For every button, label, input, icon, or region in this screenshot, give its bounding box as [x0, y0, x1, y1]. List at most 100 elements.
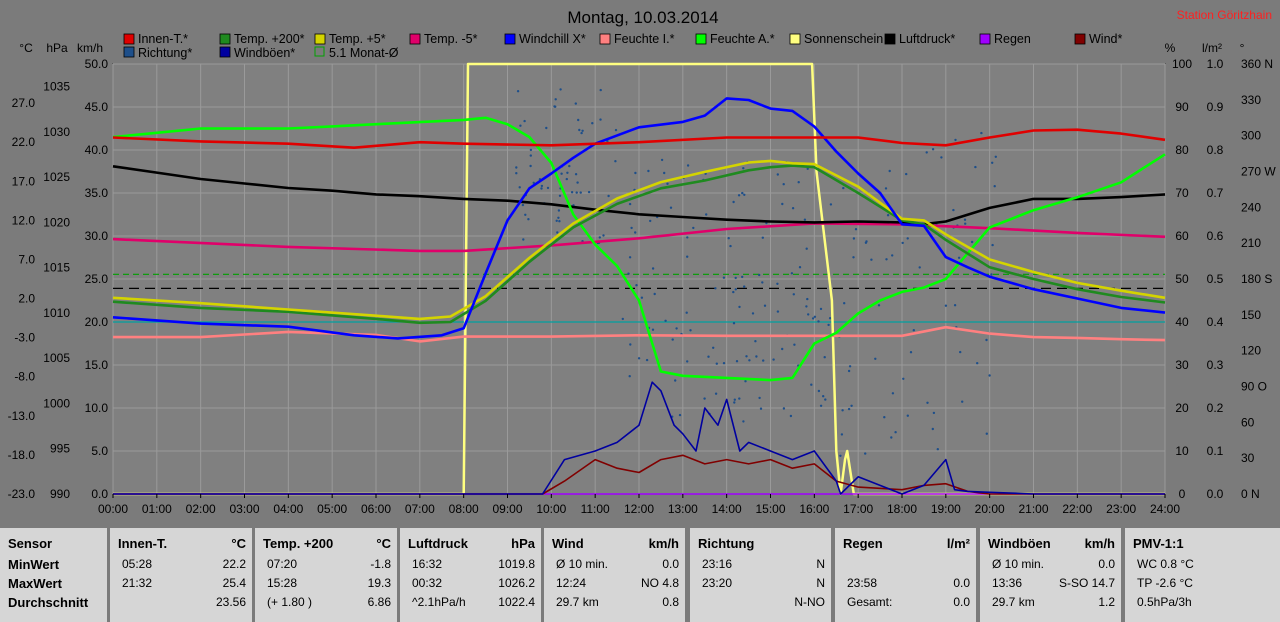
- direction-point: [991, 161, 994, 164]
- axis-unit-right: °: [1240, 41, 1245, 55]
- direction-point: [628, 202, 632, 206]
- legend-label: Windchill X*: [519, 32, 586, 46]
- direction-point: [599, 88, 602, 92]
- y-tick-label-rain: 0.8: [1207, 143, 1224, 157]
- cell-value: 22.2: [222, 557, 246, 571]
- direction-point: [789, 414, 793, 418]
- direction-point: [805, 305, 808, 308]
- direction-point: [901, 241, 904, 245]
- cell-value: 0.8: [662, 595, 679, 609]
- y-tick-label-dir: 60: [1241, 415, 1255, 429]
- direction-point: [555, 219, 558, 222]
- direction-point: [817, 320, 820, 323]
- cell-label: 13:36: [992, 576, 1023, 590]
- x-tick-label: 14:00: [712, 502, 742, 516]
- y-tick-label-pressure: 1000: [43, 396, 70, 410]
- stats-table: Sensor MinWert MaxWert Durchschnitt Innen-T.…: [0, 528, 1280, 622]
- cell-label: TP -2.6 °C: [1137, 576, 1193, 590]
- column-unit: km/h: [648, 536, 679, 551]
- stats-row: [698, 614, 825, 622]
- direction-point: [976, 362, 979, 365]
- direction-point: [628, 256, 632, 259]
- y-tick-label-pct: 80: [1175, 143, 1189, 157]
- stats-row: TP -2.6 °C: [1133, 576, 1274, 595]
- legend-swatch: [884, 33, 896, 45]
- direction-point: [819, 404, 823, 407]
- direction-point: [811, 317, 815, 320]
- legend-swatch: [314, 46, 325, 57]
- stats-row: Durchschnitt: [8, 595, 101, 614]
- cell-value: N: [816, 557, 825, 571]
- direction-point: [686, 255, 689, 258]
- direction-point: [714, 287, 717, 290]
- y-tick-label-wind: 15.0: [85, 358, 109, 372]
- cell-value: 6.86: [367, 595, 391, 609]
- x-tick-label: 19:00: [931, 502, 961, 516]
- y-tick-label-dir: 120: [1241, 344, 1261, 358]
- x-tick-label: 22:00: [1062, 502, 1092, 516]
- direction-point: [663, 171, 666, 175]
- direction-point: [598, 236, 601, 239]
- direction-point: [776, 282, 779, 285]
- column-title: Regen: [843, 536, 883, 551]
- direction-point: [674, 379, 677, 382]
- cell-value: 1.2: [1098, 595, 1115, 609]
- direction-point: [854, 228, 858, 231]
- cell-value: 19.3: [367, 576, 391, 590]
- y-tick-label-wind: 0.0: [91, 487, 108, 501]
- stats-row: WC 0.8 °C: [1133, 557, 1274, 576]
- x-tick-label: 05:00: [317, 502, 347, 516]
- y-tick-label-rain: 0.9: [1207, 100, 1224, 114]
- legend-label: Feuchte A.*: [710, 32, 775, 46]
- column-title: Luftdruck: [408, 536, 468, 551]
- cell-mid: NO 4.8: [640, 576, 679, 590]
- direction-point: [762, 359, 765, 362]
- direction-point: [877, 304, 881, 307]
- column-title: PMV-1:1: [1133, 536, 1184, 551]
- direction-point: [722, 276, 726, 279]
- x-tick-label: 20:00: [975, 502, 1005, 516]
- direction-point: [852, 237, 856, 240]
- direction-point: [963, 218, 967, 221]
- direction-point: [714, 392, 718, 395]
- cell-value: 23.56: [215, 595, 246, 609]
- y-tick-label-pressure: 1025: [43, 170, 70, 184]
- direction-point: [883, 416, 886, 419]
- direction-point: [591, 122, 594, 125]
- direction-point: [847, 369, 851, 373]
- series-line: [112, 159, 1166, 321]
- direction-point: [932, 411, 936, 415]
- y-tick-label-wind: 50.0: [85, 57, 109, 71]
- direction-point: [791, 207, 795, 210]
- y-tick-label-dir: 150: [1241, 308, 1261, 322]
- direction-point: [732, 290, 735, 294]
- cell-label: 05:28: [122, 557, 153, 571]
- direction-point: [841, 409, 844, 412]
- cell-label: 12:24: [556, 576, 587, 590]
- direction-point: [614, 160, 617, 163]
- legend-label: Richtung*: [138, 46, 192, 60]
- direction-point: [742, 167, 745, 170]
- direction-point: [705, 213, 708, 216]
- cell-value: 25.4: [222, 576, 246, 590]
- legend-label: Windböen*: [234, 46, 295, 60]
- direction-point: [733, 401, 736, 404]
- y-tick-label-pct: 20: [1175, 401, 1189, 415]
- stats-row: Gesamt: 0.0: [843, 595, 970, 614]
- direction-point: [577, 118, 580, 122]
- y-tick-label-pct: 90: [1175, 100, 1189, 114]
- x-tick-label: 07:00: [405, 502, 435, 516]
- direction-point: [991, 243, 994, 247]
- x-tick-label: 08:00: [449, 502, 479, 516]
- series-line: [112, 222, 1166, 253]
- cell-value: 0.0: [662, 557, 679, 571]
- direction-point: [738, 397, 741, 400]
- direction-point: [891, 254, 894, 257]
- direction-point: [793, 343, 796, 346]
- direction-point: [653, 292, 656, 296]
- direction-point: [755, 355, 758, 358]
- stats-row: [8, 614, 101, 622]
- stats-row: [552, 614, 679, 622]
- cell-value: 0.0: [1098, 557, 1115, 571]
- y-tick-label-pct: 60: [1175, 229, 1189, 243]
